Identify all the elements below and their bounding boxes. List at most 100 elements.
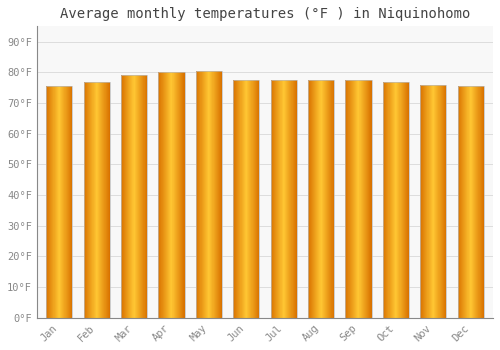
- Bar: [351, 80, 352, 318]
- Bar: [458, 86, 459, 318]
- Bar: [462, 86, 463, 318]
- Bar: [130, 75, 131, 318]
- Bar: [242, 80, 243, 318]
- Bar: [257, 80, 258, 318]
- Bar: [49, 86, 50, 318]
- Bar: [289, 80, 290, 318]
- Bar: [291, 80, 292, 318]
- Bar: [326, 80, 327, 318]
- Bar: [346, 80, 372, 318]
- Bar: [158, 72, 159, 318]
- Bar: [234, 80, 235, 318]
- Bar: [477, 86, 478, 318]
- Title: Average monthly temperatures (°F ) in Niquinohomo: Average monthly temperatures (°F ) in Ni…: [60, 7, 470, 21]
- Bar: [85, 82, 86, 318]
- Bar: [125, 75, 126, 318]
- Bar: [84, 82, 110, 318]
- Bar: [365, 80, 366, 318]
- Bar: [199, 71, 200, 318]
- Bar: [274, 80, 275, 318]
- Bar: [309, 80, 310, 318]
- Bar: [482, 86, 483, 318]
- Bar: [400, 82, 401, 318]
- Bar: [162, 72, 163, 318]
- Bar: [426, 85, 427, 318]
- Bar: [139, 75, 140, 318]
- Bar: [126, 75, 128, 318]
- Bar: [55, 86, 56, 318]
- Bar: [91, 82, 92, 318]
- Bar: [312, 80, 313, 318]
- Bar: [428, 85, 429, 318]
- Bar: [256, 80, 258, 318]
- Bar: [102, 82, 103, 318]
- Bar: [46, 86, 72, 318]
- Bar: [370, 80, 371, 318]
- Bar: [60, 86, 61, 318]
- Bar: [249, 80, 250, 318]
- Bar: [69, 86, 70, 318]
- Bar: [103, 82, 104, 318]
- Bar: [284, 80, 285, 318]
- Bar: [286, 80, 287, 318]
- Bar: [182, 72, 183, 318]
- Bar: [254, 80, 255, 318]
- Bar: [177, 72, 178, 318]
- Bar: [217, 71, 218, 318]
- Bar: [63, 86, 64, 318]
- Bar: [97, 82, 98, 318]
- Bar: [399, 82, 400, 318]
- Bar: [212, 71, 213, 318]
- Bar: [233, 80, 260, 318]
- Bar: [133, 75, 134, 318]
- Bar: [219, 71, 220, 318]
- Bar: [143, 75, 144, 318]
- Bar: [175, 72, 176, 318]
- Bar: [93, 82, 94, 318]
- Bar: [178, 72, 179, 318]
- Bar: [259, 80, 260, 318]
- Bar: [346, 80, 347, 318]
- Bar: [359, 80, 360, 318]
- Bar: [352, 80, 353, 318]
- Bar: [392, 82, 393, 318]
- Bar: [235, 80, 236, 318]
- Bar: [270, 80, 296, 318]
- Bar: [404, 82, 406, 318]
- Bar: [202, 71, 203, 318]
- Bar: [362, 80, 363, 318]
- Bar: [280, 80, 281, 318]
- Bar: [236, 80, 237, 318]
- Bar: [209, 71, 210, 318]
- Bar: [98, 82, 100, 318]
- Bar: [476, 86, 477, 318]
- Bar: [481, 86, 482, 318]
- Bar: [327, 80, 328, 318]
- Bar: [56, 86, 57, 318]
- Bar: [94, 82, 95, 318]
- Bar: [385, 82, 386, 318]
- Bar: [196, 71, 222, 318]
- Bar: [397, 82, 398, 318]
- Bar: [329, 80, 330, 318]
- Bar: [366, 80, 367, 318]
- Bar: [131, 75, 132, 318]
- Bar: [144, 75, 145, 318]
- Bar: [387, 82, 388, 318]
- Bar: [314, 80, 316, 318]
- Bar: [464, 86, 465, 318]
- Bar: [61, 86, 62, 318]
- Bar: [134, 75, 135, 318]
- Bar: [174, 72, 175, 318]
- Bar: [479, 86, 480, 318]
- Bar: [68, 86, 69, 318]
- Bar: [358, 80, 359, 318]
- Bar: [106, 82, 107, 318]
- Bar: [324, 80, 326, 318]
- Bar: [169, 72, 170, 318]
- Bar: [480, 86, 481, 318]
- Bar: [163, 72, 164, 318]
- Bar: [109, 82, 110, 318]
- Bar: [432, 85, 434, 318]
- Bar: [294, 80, 295, 318]
